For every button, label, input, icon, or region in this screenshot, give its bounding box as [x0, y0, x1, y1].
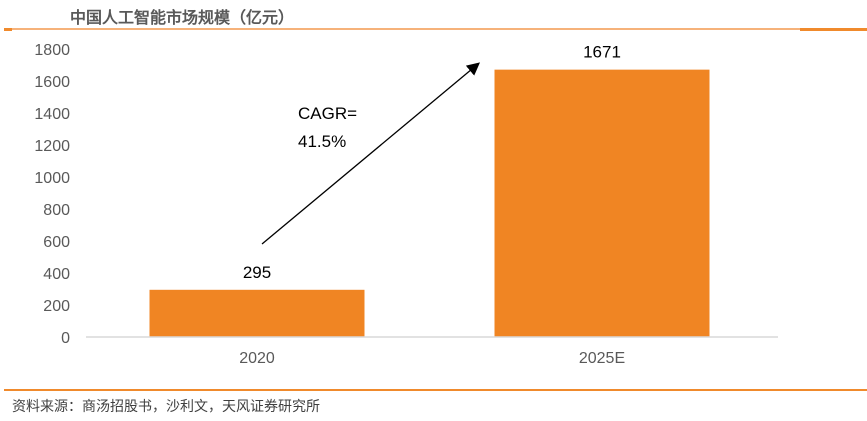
top-divider-accent-right — [800, 28, 867, 31]
y-tick-label: 0 — [61, 330, 70, 347]
bar-2025E — [494, 69, 710, 337]
y-tick-label: 800 — [43, 202, 70, 219]
source-note: 资料来源：商汤招股书，沙利文，天风证券研究所 — [12, 398, 320, 414]
y-tick-label: 1800 — [34, 42, 70, 59]
data-label: 295 — [243, 263, 271, 282]
y-tick-label: 1000 — [34, 170, 70, 187]
y-tick-label: 400 — [43, 266, 70, 283]
bar-2020 — [149, 289, 365, 337]
data-label: 1671 — [583, 43, 621, 62]
y-tick-label: 1200 — [34, 138, 70, 155]
y-tick-label: 600 — [43, 234, 70, 251]
top-divider — [4, 28, 867, 30]
top-divider-accent-left — [4, 28, 12, 31]
x-tick-label: 2020 — [239, 350, 275, 367]
cagr-value: 41.5% — [298, 132, 346, 151]
cagr-label: CAGR= — [298, 104, 357, 123]
x-tick-label: 2025E — [579, 350, 625, 367]
y-tick-label: 1600 — [34, 74, 70, 91]
bottom-divider — [4, 389, 867, 391]
cagr-arrow — [261, 62, 480, 245]
y-tick-label: 200 — [43, 298, 70, 315]
chart-title: 中国人工智能市场规模（亿元） — [70, 10, 295, 27]
y-tick-label: 1400 — [34, 106, 70, 123]
